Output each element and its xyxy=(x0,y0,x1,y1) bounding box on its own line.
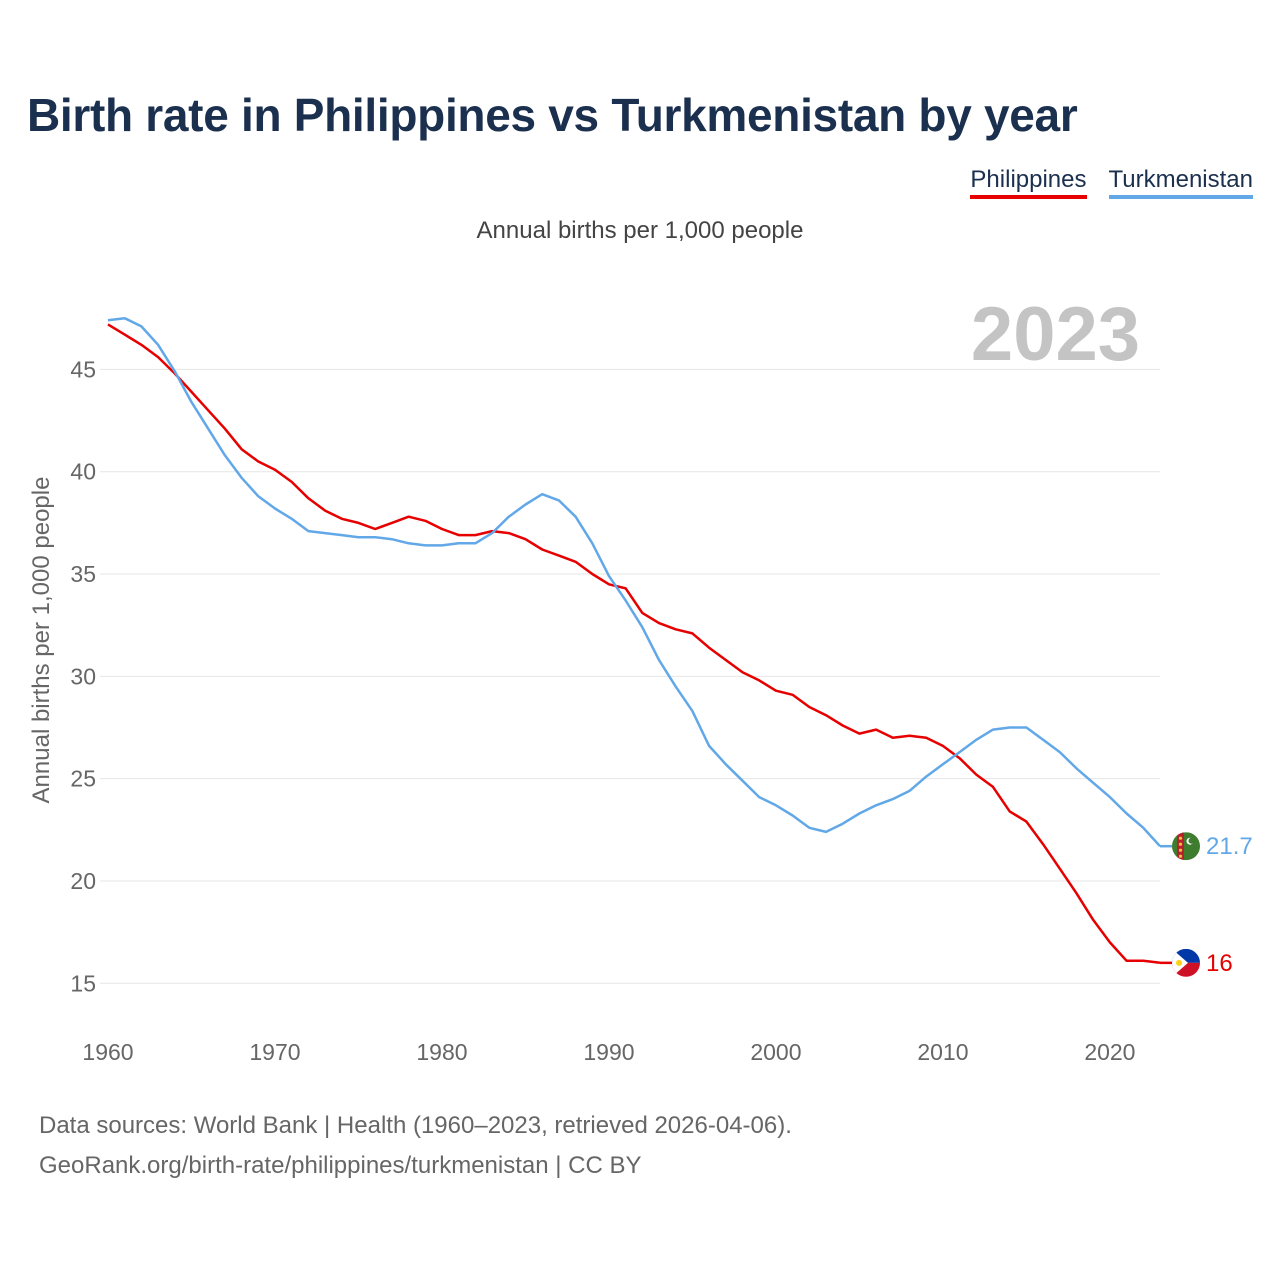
end-label-turkmenistan: 21.7 xyxy=(1206,833,1253,860)
year-watermark: 2023 xyxy=(971,292,1140,377)
y-tick-20: 20 xyxy=(70,868,96,894)
end-label-philippines: 16 xyxy=(1206,950,1233,977)
legend-item-philippines[interactable]: Philippines xyxy=(970,166,1087,199)
x-axis: 1960 1970 1980 1990 2000 2010 2020 xyxy=(82,1039,1135,1065)
source-line-1: Data sources: World Bank | Health (1960–… xyxy=(39,1112,792,1139)
x-tick-1960: 1960 xyxy=(82,1039,133,1065)
gridlines xyxy=(100,368,1160,984)
chart-subtitle: Annual births per 1,000 people xyxy=(476,217,804,244)
y-axis: 15 20 25 30 35 40 45 xyxy=(70,356,96,996)
y-tick-40: 40 xyxy=(70,459,96,485)
flag-turkmenistan-icon xyxy=(1172,832,1200,861)
source-note: Data sources: World Bank | Health (1960–… xyxy=(39,1106,792,1186)
flag-philippines-icon xyxy=(1172,948,1200,977)
y-tick-15: 15 xyxy=(70,970,96,996)
x-tick-2010: 2010 xyxy=(917,1039,968,1065)
end-markers: 16 21.7 xyxy=(1160,832,1253,977)
chart-title: Birth rate in Philippines vs Turkmenista… xyxy=(27,89,1078,141)
source-line-2[interactable]: GeoRank.org/birth-rate/philippines/turkm… xyxy=(39,1152,642,1179)
x-tick-1980: 1980 xyxy=(416,1039,467,1065)
series-lines xyxy=(107,316,1161,965)
x-tick-1990: 1990 xyxy=(583,1039,634,1065)
line-chart: 2023 15 20 25 30 35 40 45 1960 1970 1980 1990 2000… xyxy=(70,292,1253,1065)
legend: Philippines Turkmenistan xyxy=(970,166,1253,199)
y-tick-45: 45 xyxy=(70,356,96,382)
y-tick-30: 30 xyxy=(70,663,96,689)
y-tick-25: 25 xyxy=(70,766,96,792)
legend-item-turkmenistan[interactable]: Turkmenistan xyxy=(1108,166,1253,199)
y-tick-35: 35 xyxy=(70,561,96,587)
series-line-philippines[interactable] xyxy=(107,323,1161,965)
series-line-turkmenistan[interactable] xyxy=(107,316,1161,848)
x-tick-2000: 2000 xyxy=(750,1039,801,1065)
x-tick-2020: 2020 xyxy=(1084,1039,1135,1065)
x-tick-1970: 1970 xyxy=(249,1039,300,1065)
